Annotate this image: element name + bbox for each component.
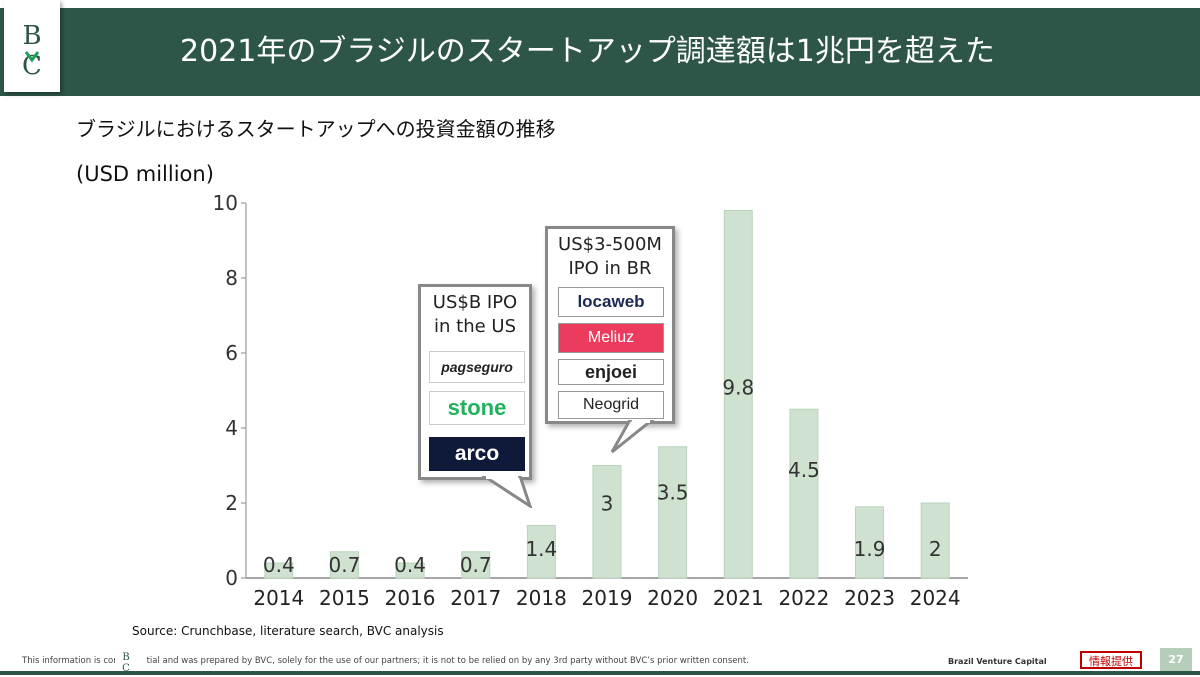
callout-br-ipo-line1: US$3-500M: [558, 234, 662, 255]
callout-br-ipo-line2: IPO in BR: [568, 258, 652, 279]
bar-2023: [855, 506, 885, 579]
stone-logo: stone: [429, 391, 525, 425]
data-label-2016: 0.4: [394, 553, 426, 577]
pagseguro-logo: pagseguro: [429, 351, 525, 383]
x-tick-label-2023: 2023: [844, 586, 895, 610]
y-tick-label: 2: [225, 491, 238, 515]
arco-logo-text: arco: [454, 442, 500, 465]
arco-logo: arco: [429, 437, 525, 471]
y-tick-label: 0: [225, 566, 238, 590]
enjoei-logo: enjoei: [558, 359, 664, 385]
page-number: 27: [1160, 648, 1192, 672]
footer-disclaimer-left: This information is con: [22, 656, 119, 666]
footer-disclaimer: This information is con tial and was prep…: [22, 656, 749, 666]
callout-us-ipo-line1: US$B IPO: [432, 292, 518, 313]
bar-2016: [395, 562, 425, 579]
data-label-2014: 0.4: [263, 553, 295, 577]
y-tick-label: 4: [225, 416, 238, 440]
x-tick-label-2016: 2016: [385, 586, 436, 610]
svg-text:B: B: [122, 652, 129, 663]
callout-us-ipo-line2: in the US: [434, 316, 516, 337]
header-bar: 2021年のブラジルのスタートアップ調達額は1兆円を超えた: [0, 8, 1200, 96]
data-label-2020: 3.5: [657, 480, 689, 504]
info-badge: 情報提供: [1080, 651, 1142, 669]
x-tick-label-2014: 2014: [253, 586, 304, 610]
y-tick-label: 10: [213, 191, 238, 215]
callout-br-ipo-tail: [610, 420, 655, 454]
y-tick-label: 6: [225, 341, 238, 365]
bvc-logo-icon: B C: [22, 21, 42, 81]
footer-logo-icon: B C: [115, 649, 137, 674]
callout-us-ipo-tail: [481, 476, 533, 508]
neogrid-logo: Neogrid: [558, 391, 664, 419]
meliuz-logo: Meliuz: [558, 323, 664, 353]
x-tick-label-2020: 2020: [647, 586, 698, 610]
enjoei-logo-text: enjoei: [584, 362, 637, 382]
bar-2020: [658, 446, 688, 579]
data-label-2015: 0.7: [329, 553, 361, 577]
x-tick-label-2017: 2017: [450, 586, 501, 610]
bar-2017: [461, 551, 491, 579]
data-label-2023: 1.9: [854, 537, 886, 561]
bvc-logo: B C: [4, 0, 60, 92]
x-tick-label-2019: 2019: [582, 586, 633, 610]
bar-2015: [329, 551, 359, 579]
locaweb-logo: locaweb: [558, 287, 664, 317]
footer-brand: Brazil Venture Capital: [948, 657, 1047, 666]
meliuz-logo-text: Meliuz: [587, 329, 635, 346]
data-label-2018: 1.4: [525, 537, 557, 561]
svg-text:B: B: [22, 21, 41, 51]
footer-bar: [0, 671, 1200, 675]
y-tick-label: 8: [225, 266, 238, 290]
footer-disclaimer-right: tial and was prepared by BVC, solely for…: [146, 656, 749, 666]
x-tick-label-2015: 2015: [319, 586, 370, 610]
data-label-2017: 0.7: [460, 553, 492, 577]
svg-text:C: C: [22, 51, 42, 81]
x-tick-label-2024: 2024: [910, 586, 961, 610]
locaweb-logo-text: locaweb: [577, 292, 645, 311]
page-title: 2021年のブラジルのスタートアップ調達額は1兆円を超えた: [180, 34, 995, 69]
x-tick-label-2022: 2022: [778, 586, 829, 610]
data-label-2019: 3: [601, 492, 614, 516]
neogrid-logo-text: Neogrid: [582, 396, 640, 413]
bar-2024: [920, 502, 950, 579]
pagseguro-logo-text: pagseguro: [441, 359, 513, 375]
bar-2021: [723, 210, 753, 579]
bar-2018: [526, 525, 556, 579]
svg-text:C: C: [122, 663, 130, 673]
callout-br-ipo: US$3-500M IPO in BR locaweb Meliuz enjoe…: [545, 226, 675, 424]
stone-logo-text: stone: [447, 395, 507, 420]
data-label-2022: 4.5: [788, 458, 820, 482]
bar-2019: [592, 465, 622, 579]
x-tick-label-2018: 2018: [516, 586, 567, 610]
x-tick-label-2021: 2021: [713, 586, 764, 610]
callout-us-ipo: US$B IPO in the US pagseguro stone arco: [418, 284, 532, 480]
data-label-2021: 9.8: [722, 375, 754, 399]
data-label-2024: 2: [929, 537, 942, 561]
chart-subtitle: ブラジルにおけるスタートアップへの投資金額の推移: [76, 117, 556, 141]
bar-2014: [264, 562, 294, 579]
source-note: Source: Crunchbase, literature search, B…: [132, 624, 444, 638]
bar-2022: [789, 408, 819, 579]
unit-label: (USD million): [76, 162, 214, 186]
